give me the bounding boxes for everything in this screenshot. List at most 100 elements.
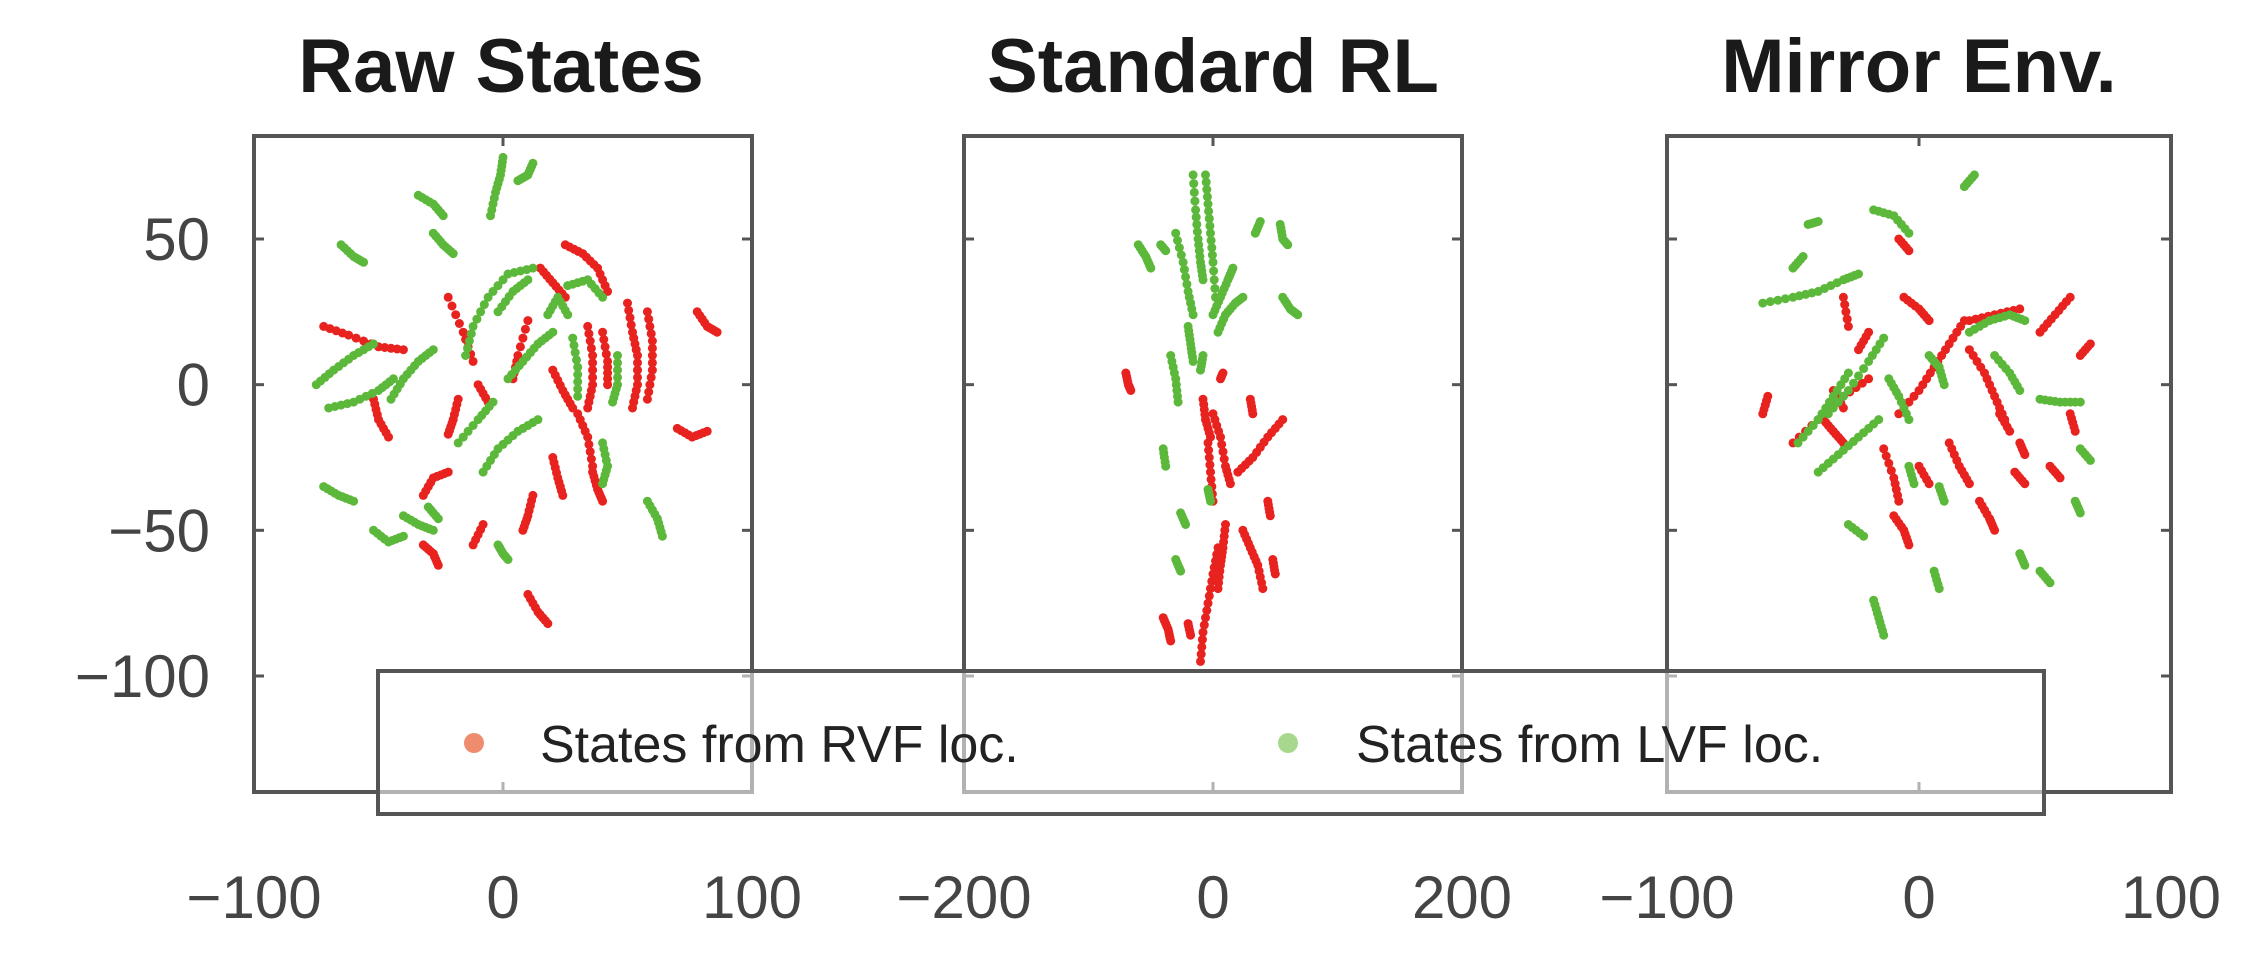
raw-states-rvf-point (583, 432, 593, 442)
raw-states-lvf-point (573, 377, 583, 387)
raw-states-rvf-point (586, 343, 596, 353)
standard-rl-lvf-point (1207, 250, 1217, 260)
mirror-env-rvf-point (1904, 540, 1914, 550)
standard-rl-lvf-point (1205, 221, 1215, 231)
mirror-env-lvf-point (1854, 269, 1863, 279)
mirror-env-rvf-point (1840, 300, 1850, 310)
standard-rl-rvf-point (1248, 409, 1258, 419)
raw-states-lvf-point (657, 531, 667, 541)
mirror-env-lvf-point (2020, 316, 2030, 326)
standard-rl-rvf-point (1225, 479, 1235, 489)
standard-rl-rvf-point (1201, 613, 1210, 623)
raw-states-rvf-point (645, 321, 655, 331)
standard-rl-lvf-point (1228, 263, 1238, 273)
raw-states-rvf-point (646, 372, 656, 382)
standard-rl-lvf-point (1255, 217, 1265, 226)
standard-rl-lvf-point (1204, 214, 1214, 224)
legend: States from RVF loc. States from LVF loc… (376, 669, 2046, 816)
raw-states-lvf-point (433, 514, 443, 524)
mirror-env-lvf-point (1773, 295, 1783, 305)
standard-rl-rvf-point (1204, 591, 1214, 601)
standard-rl-rvf-point (1196, 656, 1205, 666)
mirror-env-lvf-point (1879, 333, 1889, 343)
standard-rl-rvf-point (1196, 649, 1206, 659)
standard-rl-lvf-point (1206, 496, 1215, 506)
raw-states-rvf-point (646, 329, 656, 339)
mirror-env-lvf-point (1909, 479, 1919, 489)
panel-mirror-env: Mirror Env. −100 0 100 (1599, 24, 2221, 931)
raw-states-rvf-point (624, 305, 634, 315)
raw-states-rvf-point (518, 525, 528, 535)
mirror-env-lvf-point (1934, 584, 1944, 594)
raw-states-lvf-point (570, 348, 580, 358)
mirror-env-rvf-point (1904, 246, 1914, 256)
standard-rl-xtick-label: 0 (1196, 864, 1229, 931)
mirror-env-rvf-point (1924, 316, 1934, 326)
standard-rl-lvf-point (1191, 205, 1201, 215)
raw-states-lvf-point (608, 397, 618, 407)
mirror-env-rvf-point (2070, 426, 2080, 436)
raw-states-lvf-point (573, 362, 583, 372)
standard-rl-rvf-point (1216, 432, 1225, 442)
mirror-env-rvf-point (1857, 378, 1867, 388)
mirror-env-xtick-label: −100 (1599, 864, 1734, 931)
standard-rl-lvf-point (1203, 199, 1213, 209)
mirror-env-rvf-point (1879, 444, 1889, 454)
standard-rl-lvf-point (1206, 236, 1216, 245)
standard-rl-lvf-point (1181, 272, 1191, 282)
raw-states-rvf-point (647, 358, 657, 368)
raw-states-rvf-point (447, 301, 457, 311)
mirror-env-rvf-point (1838, 403, 1848, 413)
mirror-env-lvf-point (1879, 630, 1889, 640)
raw-states-ytick-label: −100 (75, 643, 210, 710)
raw-states-rvf-point (458, 327, 468, 337)
raw-states-rvf-point (433, 560, 443, 570)
standard-rl-lvf-point (1176, 566, 1186, 576)
mirror-env-rvf-point (2020, 479, 2030, 489)
standard-rl-lvf-point (1210, 284, 1220, 293)
standard-rl-rvf-point (1218, 368, 1228, 378)
mirror-env-rvf-point (1904, 397, 1914, 407)
standard-rl-xtick-label: −200 (896, 864, 1031, 931)
raw-states-lvf-point (468, 321, 478, 331)
raw-states-rvf-point (443, 292, 453, 302)
raw-states-lvf-point (503, 555, 513, 564)
raw-states-rvf-point (633, 358, 642, 368)
legend-marker-lvf (1278, 733, 1298, 753)
mirror-env-rvf-point (2020, 450, 2030, 460)
mirror-env-lvf-point (1843, 368, 1853, 378)
raw-states-rvf-point (351, 333, 361, 343)
standard-rl-rvf-point (1218, 447, 1228, 457)
mirror-env-lvf-point (1793, 438, 1803, 448)
raw-states-rvf-point (644, 314, 654, 324)
mirror-env-rvf-point (1763, 391, 1773, 401)
standard-rl-lvf-point (1209, 266, 1219, 276)
standard-rl-lvf-point (1238, 292, 1248, 302)
mirror-env-rvf-point (1990, 525, 2000, 535)
mirror-env-lvf-point (1969, 170, 1979, 180)
standard-rl-lvf-point (1191, 212, 1201, 222)
raw-states-lvf-point (569, 340, 579, 350)
raw-states-lvf-point (464, 336, 474, 346)
raw-states-lvf-point (613, 365, 622, 375)
legend-marker-rvf (464, 733, 484, 753)
standard-rl-lvf-point (1283, 240, 1293, 250)
raw-states-lvf-point (461, 351, 471, 360)
mirror-env-lvf-point (1765, 297, 1775, 307)
standard-rl-lvf-point (1146, 263, 1156, 273)
raw-states-lvf-point (468, 421, 478, 430)
standard-rl-rvf-point (1202, 606, 1212, 615)
raw-states-lvf-point (428, 525, 438, 535)
raw-states-rvf-point (515, 342, 525, 352)
raw-states-rvf-point (633, 372, 642, 382)
raw-states-rvf-point (601, 349, 611, 359)
mirror-env-lvf-point (1904, 415, 1914, 425)
raw-states-rvf-point (633, 351, 642, 360)
raw-states-ytick-label: 0 (177, 352, 210, 419)
standard-rl-lvf-point (1178, 257, 1188, 267)
mirror-env-lvf-point (1798, 252, 1808, 261)
raw-states-lvf-point (349, 496, 359, 506)
standard-rl-lvf-point (1188, 170, 1198, 180)
raw-states-rvf-point (543, 619, 553, 629)
mirror-env-lvf-point (1859, 531, 1869, 541)
